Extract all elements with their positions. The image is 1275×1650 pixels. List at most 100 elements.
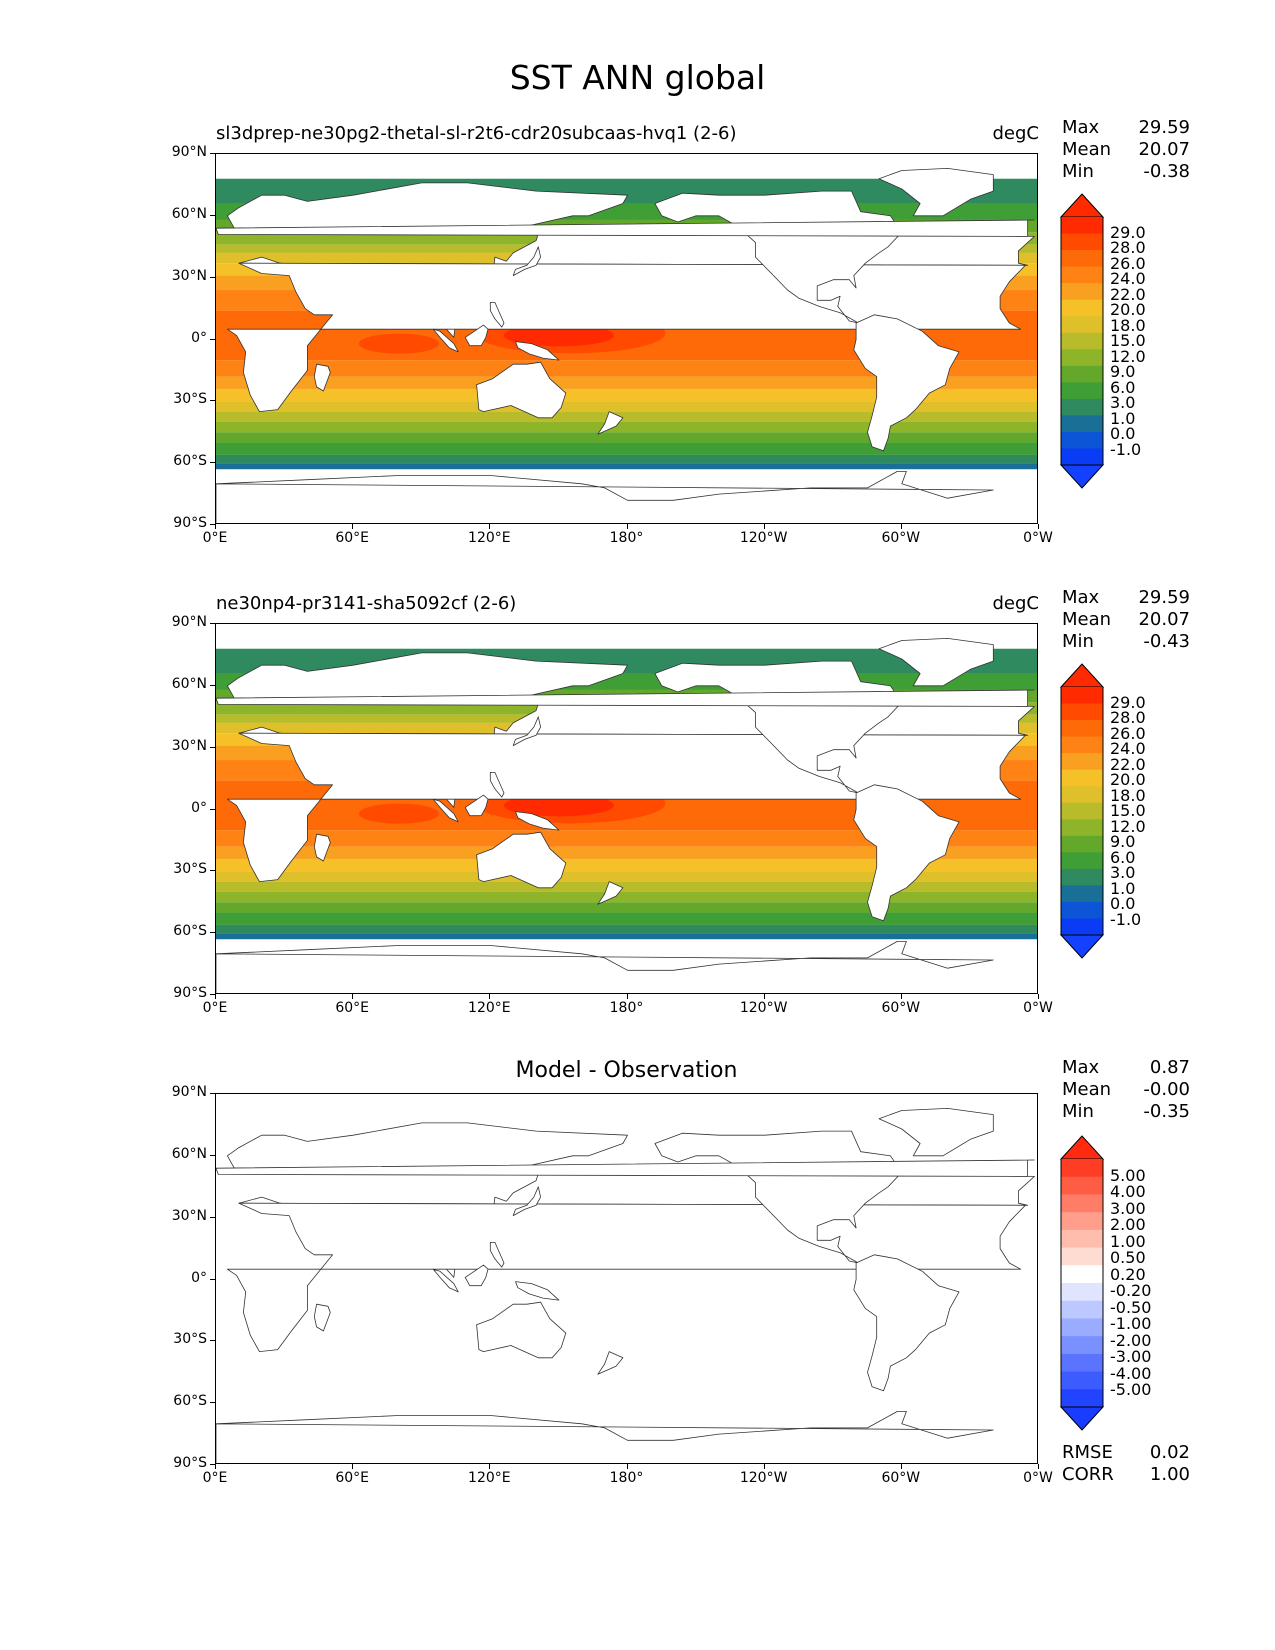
colorbar-tick-label: 18.0	[1110, 315, 1146, 335]
colorbar-tick-label: 20.0	[1110, 300, 1146, 319]
stat-max: Max 0.87	[1062, 1057, 1190, 1078]
lon-tick-mark	[626, 994, 628, 999]
lon-tick-mark	[352, 1464, 354, 1469]
colorbar-tick-label: 6.0	[1110, 377, 1136, 397]
lat-tick-label: 90°S	[173, 1455, 207, 1471]
stat-mean: Mean 20.07	[1062, 609, 1190, 630]
lat-tick-label: 90°N	[171, 1084, 207, 1100]
colorbar-tick-label: 0.50	[1110, 1248, 1146, 1268]
lat-tick-label: 30°S	[173, 1331, 207, 1348]
colorbar-tick-label: 24.0	[1110, 739, 1146, 758]
difference-field-map	[216, 1108, 1035, 1463]
lat-tick-mark	[210, 462, 215, 464]
colorbar-tick-label: 15.0	[1110, 801, 1146, 820]
colorbar: 29.0 28.0 26.0 24.0 22.0 20.0 18.0 15.0 12.0 9.0 6…	[1060, 663, 1146, 959]
stat-mean: Mean 20.07	[1062, 139, 1190, 160]
units-label: degC	[992, 123, 1040, 144]
lon-tick-label: 60°E	[335, 1000, 369, 1016]
panel-title: ne30np4-pr3141-sha5092cf (2-6)	[216, 593, 517, 614]
lat-tick-mark	[210, 1216, 215, 1218]
lat-tick-label: 0°	[191, 1269, 207, 1286]
lat-tick-label: 60°S	[173, 923, 207, 940]
lat-tick-mark	[210, 276, 215, 278]
lon-tick-mark	[352, 524, 354, 529]
lon-tick-label: 0°W	[1023, 1470, 1053, 1486]
colorbar-tick-label: 26.0	[1110, 253, 1146, 273]
colorbar-tick-label: -1.00	[1110, 1314, 1152, 1334]
colorbar-tick-label: 26.0	[1110, 723, 1146, 743]
colorbar-tick-label: 20.0	[1110, 770, 1146, 789]
colorbar-tick-label: -4.00	[1110, 1363, 1152, 1383]
colorbar-tick-label: 12.0	[1110, 816, 1146, 836]
lat-tick-label: 30°S	[173, 391, 207, 408]
lon-tick-mark	[1038, 524, 1039, 529]
lat-tick-mark	[210, 1402, 215, 1404]
colorbar-tick-label: 1.00	[1110, 1231, 1146, 1251]
stat-min: Min -0.43	[1062, 631, 1190, 652]
lat-tick-label: 90°N	[171, 614, 207, 630]
lat-tick-mark	[210, 1093, 215, 1094]
lon-tick-mark	[763, 994, 765, 999]
lon-tick-label: 0°E	[202, 1000, 228, 1016]
lon-tick-label: 120°E	[468, 530, 511, 546]
lon-tick-label: 0°E	[202, 530, 228, 546]
lat-tick-label: 60°N	[171, 675, 207, 692]
lon-tick-label: 120°E	[468, 1000, 511, 1016]
colorbar-gradient	[1060, 1135, 1104, 1431]
colorbar-tick-label: -3.00	[1110, 1347, 1152, 1367]
lat-tick-label: 60°N	[171, 1145, 207, 1162]
lat-tick-mark	[210, 214, 215, 216]
lon-tick-mark	[900, 994, 902, 999]
colorbar-tick-label: 3.0	[1110, 393, 1136, 412]
colorbar-tick-label: 6.0	[1110, 847, 1136, 867]
panel-title: Model - Observation	[515, 1058, 738, 1083]
colorbar-tick-label: 22.0	[1110, 754, 1146, 774]
lon-tick-mark	[763, 524, 765, 529]
map-frame	[215, 1093, 1038, 1464]
lon-tick-mark	[1038, 994, 1039, 999]
lon-tick-label: 0°W	[1023, 530, 1053, 546]
lon-tick-mark	[1038, 1464, 1039, 1469]
lat-tick-mark	[210, 1154, 215, 1156]
colorbar-tick-label: -5.00	[1110, 1380, 1152, 1400]
lat-tick-mark	[210, 870, 215, 872]
colorbar-tick-label: 3.0	[1110, 863, 1136, 882]
colorbar-tick-label: 2.00	[1110, 1215, 1146, 1235]
lat-tick-label: 60°S	[173, 453, 207, 470]
map-panel-observation	[215, 623, 1038, 994]
colorbar-tick-label: 15.0	[1110, 331, 1146, 350]
colorbar-tick-label: 18.0	[1110, 785, 1146, 805]
lat-tick-mark	[210, 153, 215, 154]
lon-tick-label: 180°	[609, 1470, 644, 1486]
colorbar-tick-label: 0.0	[1110, 894, 1136, 913]
colorbar-tick-label: -1.0	[1110, 909, 1142, 929]
lat-tick-label: 30°N	[171, 737, 207, 754]
stat-max: Max 29.59	[1062, 587, 1190, 608]
lat-tick-mark	[210, 994, 215, 995]
stat-mean: Mean -0.00	[1062, 1079, 1190, 1100]
lat-tick-mark	[210, 1278, 215, 1280]
lat-tick-label: 30°N	[171, 267, 207, 284]
colorbar-tick-label: 5.00	[1110, 1165, 1146, 1185]
lon-tick-mark	[626, 1464, 628, 1469]
colorbar-tick-label: -0.20	[1110, 1281, 1152, 1301]
lon-tick-label: 60°W	[881, 1470, 921, 1486]
lat-tick-label: 90°S	[173, 985, 207, 1001]
lat-tick-label: 30°S	[173, 861, 207, 878]
lon-tick-label: 0°E	[202, 1470, 228, 1486]
colorbar-tick-label: 28.0	[1110, 708, 1146, 727]
lon-tick-label: 180°	[609, 1000, 644, 1016]
colorbar-gradient	[1060, 193, 1104, 489]
lat-tick-mark	[210, 623, 215, 624]
lon-tick-mark	[215, 1464, 216, 1469]
colorbar-tick-label: 1.0	[1110, 408, 1136, 428]
stat-corr: CORR 1.00	[1062, 1464, 1190, 1485]
colorbar-tick-label: 0.20	[1110, 1264, 1146, 1284]
lon-tick-label: 120°E	[468, 1470, 511, 1486]
lat-tick-label: 90°N	[171, 144, 207, 160]
colorbar-tick-label: 29.0	[1110, 692, 1146, 712]
lon-tick-label: 60°E	[335, 530, 369, 546]
colorbar-tick-label: 29.0	[1110, 222, 1146, 242]
colorbar-tick-label: 22.0	[1110, 284, 1146, 304]
lon-tick-mark	[900, 1464, 902, 1469]
